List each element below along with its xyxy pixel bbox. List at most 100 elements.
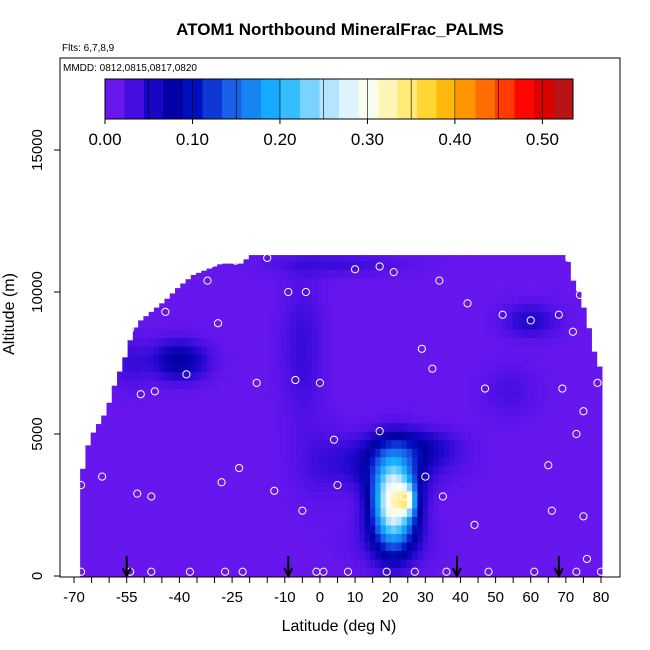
heatmap-cell: [512, 456, 519, 466]
heatmap-cell: [406, 533, 413, 543]
heatmap-cell: [222, 405, 229, 415]
heatmap-cell: [269, 431, 276, 441]
heatmap-cell: [238, 507, 245, 517]
heatmap-cell: [290, 439, 297, 449]
heatmap-cell: [538, 345, 545, 356]
heatmap-cell: [554, 431, 561, 441]
heatmap-cell: [248, 363, 255, 373]
heatmap-cell: [312, 516, 318, 526]
heatmap-cell: [322, 524, 329, 534]
x-tick-label: -40: [169, 589, 191, 606]
heatmap-cell: [301, 473, 308, 483]
heatmap-cell: [322, 550, 329, 560]
heatmap-cell: [491, 303, 498, 313]
heatmap-cell: [238, 294, 245, 304]
heatmap-cell: [575, 465, 582, 475]
heatmap-cell: [464, 431, 471, 441]
sample-point: [301, 287, 310, 297]
heatmap-cell: [80, 507, 87, 517]
heatmap-cell: [570, 397, 577, 407]
heatmap-cell: [375, 337, 382, 347]
heatmap-cell: [459, 482, 466, 492]
heatmap-cell: [206, 507, 213, 517]
heatmap-cell: [259, 354, 266, 364]
heatmap-cell: [327, 456, 334, 466]
sample-point: [558, 384, 567, 393]
heatmap-cell: [359, 337, 366, 347]
heatmap-cell: [401, 558, 408, 569]
heatmap-cell: [422, 490, 429, 500]
heatmap-cell: [106, 507, 113, 517]
heatmap-cell: [106, 490, 113, 500]
heatmap-cell: [401, 414, 408, 424]
heatmap-cell: [254, 269, 260, 279]
heatmap-cell: [406, 294, 413, 304]
heatmap-cell: [454, 507, 461, 517]
heatmap-cell: [201, 354, 208, 364]
heatmap-cell: [396, 456, 403, 466]
heatmap-cell: [369, 303, 376, 313]
heatmap-cell: [464, 354, 471, 364]
heatmap-cell: [385, 397, 392, 407]
heatmap-cell: [406, 269, 413, 279]
heatmap-cell: [264, 354, 271, 364]
heatmap-cell: [190, 294, 197, 304]
heatmap-cell: [80, 533, 87, 543]
heatmap-cell: [559, 397, 566, 407]
heatmap-cell: [269, 499, 276, 509]
heatmap-cell: [122, 490, 129, 500]
heatmap-cell: [575, 507, 582, 517]
heatmap-cell: [522, 303, 529, 313]
heatmap-cell: [201, 422, 208, 432]
heatmap-cell: [285, 255, 292, 262]
heatmap-cell: [111, 388, 118, 398]
heatmap-cell: [159, 456, 166, 466]
heatmap-cell: [238, 277, 245, 287]
heatmap-cell: [485, 499, 492, 509]
heatmap-cell: [559, 456, 566, 466]
heatmap-cell: [132, 405, 139, 415]
heatmap-cell: [485, 524, 492, 534]
heatmap-cell: [90, 482, 97, 492]
heatmap-cell: [454, 311, 461, 321]
heatmap-cell: [443, 260, 450, 270]
heatmap-cell: [596, 465, 603, 475]
heatmap-cell: [554, 363, 561, 373]
heatmap-cell: [470, 558, 476, 569]
heatmap-cell: [491, 255, 498, 262]
heatmap-cell: [549, 473, 556, 483]
heatmap-cell: [454, 380, 461, 390]
heatmap-cell: [190, 303, 197, 313]
heatmap-cell: [586, 482, 592, 492]
heatmap-cell: [427, 269, 434, 279]
heatmap-cell: [238, 354, 245, 364]
heatmap-cell: [406, 456, 413, 466]
heatmap-cell: [580, 516, 587, 526]
heatmap-cell: [211, 541, 218, 552]
heatmap-cell: [232, 507, 239, 517]
heatmap-cell: [575, 541, 582, 552]
heatmap-cell: [507, 550, 513, 560]
sample-point: [565, 253, 574, 263]
heatmap-cell: [438, 482, 445, 492]
heatmap-cell: [470, 550, 476, 560]
heatmap-cell: [196, 328, 202, 339]
heatmap-cell: [327, 405, 334, 415]
heatmap-cell: [153, 388, 160, 398]
heatmap-cell: [543, 473, 550, 483]
heatmap-cell: [538, 439, 545, 449]
heatmap-cell: [575, 456, 582, 466]
heatmap-cell: [148, 507, 155, 517]
heatmap-cell: [396, 345, 403, 356]
heatmap-cell: [470, 448, 476, 458]
heatmap-cell: [427, 320, 434, 330]
heatmap-cell: [306, 328, 313, 339]
heatmap-cell: [449, 277, 455, 287]
heatmap-cell: [396, 431, 403, 441]
heatmap-cell: [132, 363, 139, 373]
x-tick-label: -70: [63, 589, 85, 606]
sample-point: [575, 290, 585, 299]
heatmap-cell: [201, 499, 208, 509]
heatmap-cell: [354, 397, 361, 407]
heatmap-cell: [190, 274, 197, 279]
